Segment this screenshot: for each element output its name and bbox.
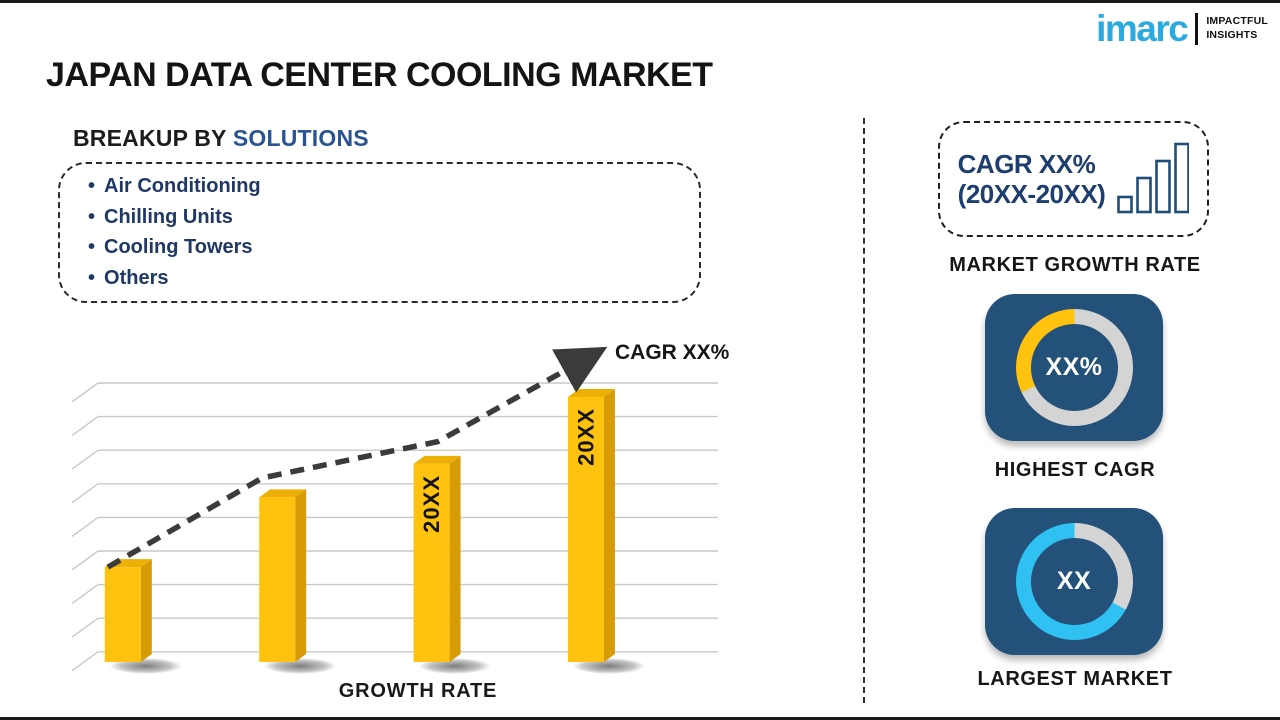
- cagr-annotation: CAGR XX%: [615, 341, 730, 364]
- page-title: JAPAN DATA CENTER COOLING MARKET: [46, 56, 713, 94]
- largest-market-value: XX: [1056, 567, 1092, 595]
- cagr-summary-line2: (20XX-20XX): [957, 179, 1106, 209]
- breakup-item: • Chilling Units: [88, 205, 233, 228]
- breakup-list-box: • Air Conditioning • Chilling Units • Cooling…: [58, 162, 701, 303]
- bar-side-face: [295, 489, 307, 662]
- bullet-icon: •: [88, 205, 96, 228]
- bullet-icon: •: [88, 175, 96, 197]
- largest-market-label: LARGEST MARKET: [977, 668, 1173, 690]
- market-growth-rate-label: MARKET GROWTH RATE: [949, 254, 1201, 276]
- breakup-heading-prefix: BREAKUP BY: [73, 125, 233, 151]
- bar-top-face: [413, 455, 461, 464]
- bar-front-face: [259, 497, 296, 662]
- breakup-heading: BREAKUP BY SOLUTIONS: [73, 125, 369, 152]
- bar-year-label: 20XX: [419, 475, 444, 533]
- gridlines: [71, 382, 718, 672]
- breakup-item: • Air Conditioning: [88, 175, 261, 197]
- bar-side-face: [449, 455, 461, 662]
- logo-divider: [1195, 12, 1199, 45]
- cagr-trend-arrow: [106, 346, 608, 570]
- bar-front-face: [104, 567, 141, 662]
- bar-front-face: [567, 396, 604, 662]
- growth-bar-chart-svg: 20XX 20XX: [71, 346, 718, 674]
- top-border: [0, 0, 1280, 3]
- largest-market-tile: XX: [985, 508, 1163, 655]
- highest-cagr-donut-chart: XX%: [1015, 309, 1133, 426]
- logo-tagline-line2: INSIGHTS: [1206, 28, 1258, 41]
- cagr-summary-text: CAGR XX% (20XX-20XX): [958, 149, 1106, 209]
- bar-side-face: [603, 388, 615, 662]
- bars: 20XX 20XX: [104, 388, 645, 674]
- cagr-summary-line1: CAGR XX%: [957, 148, 1096, 179]
- imarc-logo: imarc IMPACTFUL INSIGHTS: [1096, 10, 1268, 47]
- highest-cagr-tile: XX%: [985, 294, 1163, 441]
- logo-tagline-line1: IMPACTFUL: [1206, 15, 1268, 28]
- bar-year-label: 20XX: [573, 408, 598, 466]
- breakup-item: • Cooling Towers: [88, 236, 253, 258]
- imarc-logo-text: imarc: [1096, 8, 1189, 49]
- breakup-heading-highlight: SOLUTIONS: [232, 125, 369, 151]
- breakup-item: • Others: [88, 266, 169, 289]
- section-divider: [863, 118, 865, 703]
- bullet-icon: •: [88, 266, 96, 289]
- largest-market-donut-chart: XX: [1015, 523, 1133, 640]
- bottom-border: [0, 717, 1280, 720]
- bar-side-face: [140, 559, 152, 662]
- bullet-icon: •: [88, 236, 96, 258]
- bar-top-face: [259, 489, 307, 498]
- growth-bar-chart: 20XX 20XX: [60, 340, 740, 680]
- logo-tagline: IMPACTFUL INSIGHTS: [1206, 15, 1268, 41]
- cagr-summary-box: CAGR XX% (20XX-20XX): [938, 121, 1209, 237]
- bar-front-face: [413, 463, 450, 662]
- chart-x-axis-label: GROWTH RATE: [338, 680, 498, 702]
- growth-bars-icon: [1117, 142, 1190, 214]
- highest-cagr-value: XX%: [1045, 353, 1103, 381]
- donut-hole: XX: [1030, 538, 1118, 625]
- donut-hole: XX%: [1030, 324, 1118, 411]
- highest-cagr-label: HIGHEST CAGR: [994, 459, 1156, 481]
